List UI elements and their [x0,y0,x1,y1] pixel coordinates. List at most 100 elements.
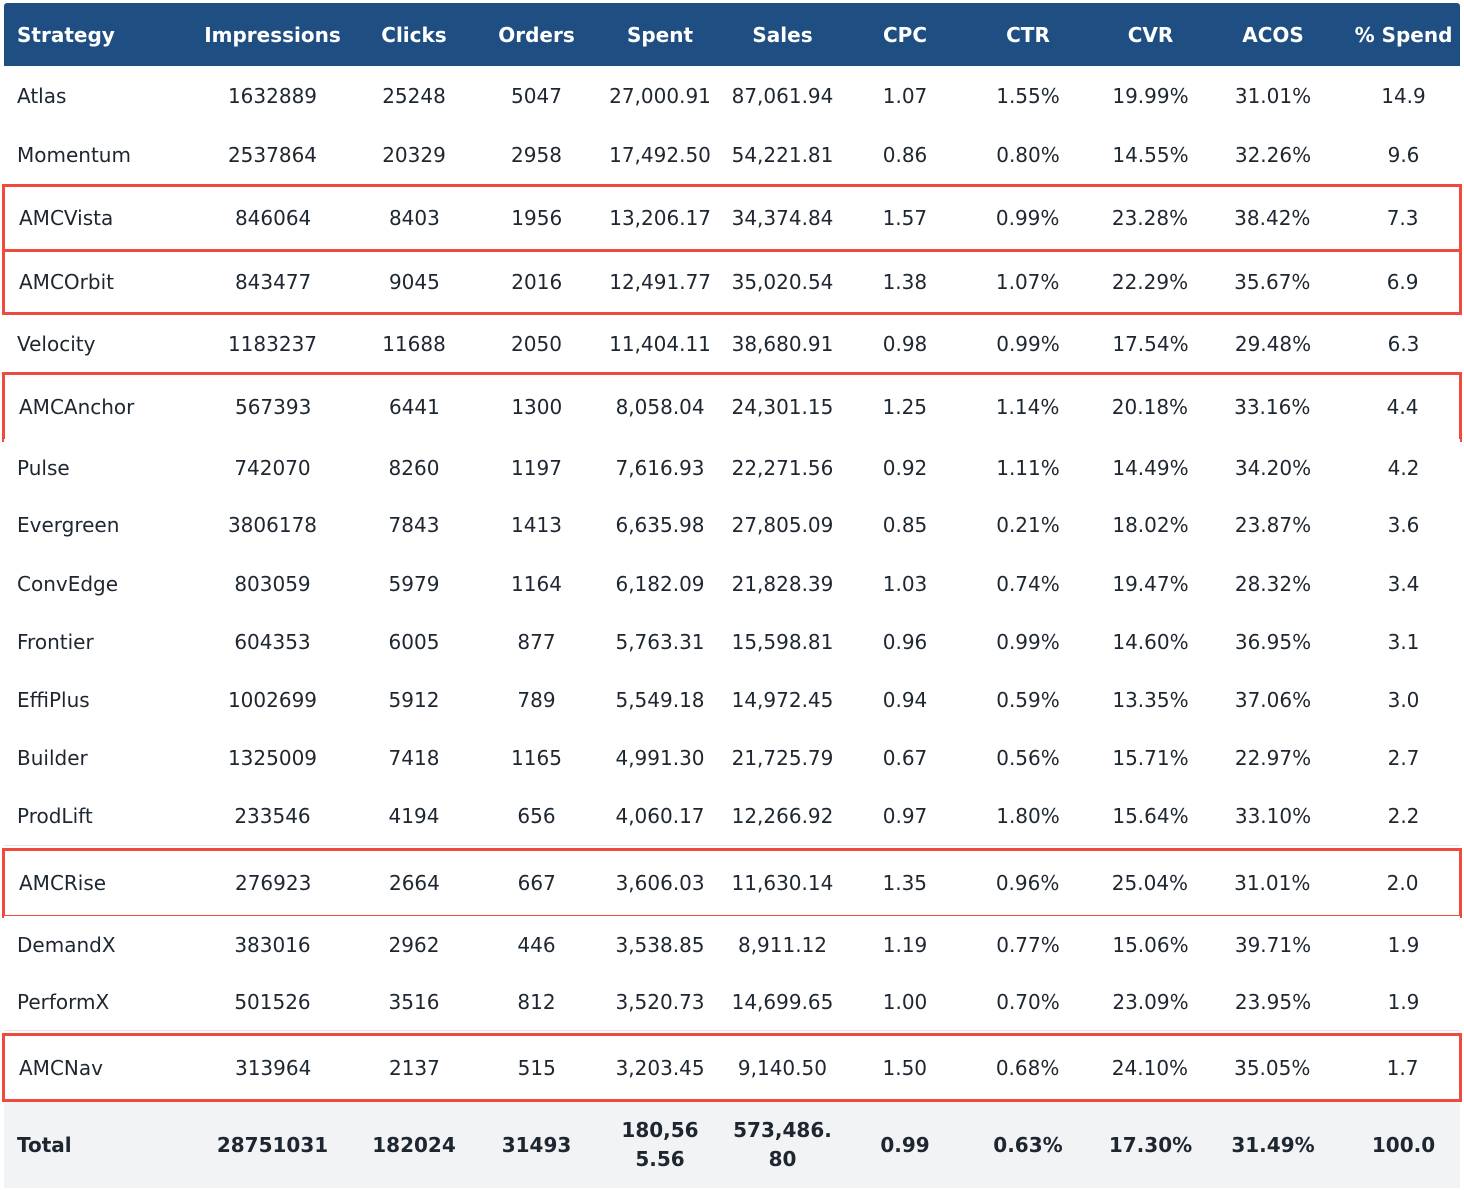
cell-ctr: 1.14% [995,395,1060,419]
cell-spend-percent: 1.9 [1387,989,1420,1014]
cell-ctr: 0.56% [996,746,1060,770]
cell-cvr: 14.49% [1112,455,1189,480]
table-row-highlighted[interactable]: AMCAnchor 567393 6441 1300 8,058.04 24,301.15… [2,372,1462,442]
cell-strategy: AMCOrbit [19,270,114,294]
cell-sales: 35,020.54 [731,270,834,294]
cell-spend-percent: 1.9 [1387,932,1420,957]
strategy-table: Strategy Impressions Clicks Orders Spent… [2,3,1462,1188]
cell-strategy: Momentum [17,142,131,167]
table-row[interactable]: EffiPlus 1002699 5912 789 5,549.18 14,972.45 0… [4,671,1460,730]
cell-strategy: Pulse [17,455,70,480]
cell-spend-percent: 3.0 [1387,688,1420,712]
cell-acos: 33.10% [1234,804,1312,828]
cell-cpc: 1.03 [882,571,928,596]
cell-acos: 38.42% [1234,206,1311,230]
table-row[interactable]: Pulse 742070 8260 1197 7,616.93 22,271.56 0.92… [4,439,1460,497]
table-row[interactable]: PerformX 501526 3516 812 3,520.73 14,699.65 1.… [4,973,1460,1031]
table-row[interactable]: Momentum 2537864 20329 2958 17,492.50 54,221.… [4,125,1460,185]
header-impressions[interactable]: Impressions [204,22,341,47]
cell-strategy: AMCAnchor [19,395,135,419]
cell-cpc: 1.35 [882,871,928,895]
table-row[interactable]: ConvEdge 803059 5979 1164 6,182.09 21,828.39 1… [4,554,1460,614]
cell-clicks: 7418 [388,746,440,770]
cell-orders: 446 [517,932,556,957]
header-cpc[interactable]: CPC [882,22,927,47]
cell-spent: 7,616.93 [615,455,705,480]
table-row[interactable]: Builder 1325009 7418 1165 4,991.30 21,725.79 0… [4,729,1460,788]
cell-cvr: 24.10% [1111,1055,1189,1080]
cell-spend-percent: 2.0 [1386,871,1419,895]
cell-spend-percent: 2.7 [1387,746,1420,770]
header-acos[interactable]: ACOS [1242,22,1304,47]
cell-spent: 4,991.30 [615,746,705,770]
cell-acos: 36.95% [1234,630,1312,654]
cell-impressions: 276923 [234,871,312,895]
total-acos: 31.49% [1231,1132,1315,1157]
cell-ctr: 1.07% [995,270,1060,294]
cell-acos: 35.67% [1234,270,1311,294]
total-strategy: Total [17,1132,72,1157]
cell-ctr: 0.70% [996,989,1060,1014]
table-row[interactable]: ProdLift 233546 4194 656 4,060.17 12,266.92 0.… [4,787,1460,846]
cell-spent: 11,404.11 [609,331,711,356]
table-row-highlighted[interactable]: AMCOrbit 843477 9045 2016 12,491.77 35,020.54… [2,249,1462,315]
cell-spend-percent: 4.4 [1386,395,1419,419]
cell-strategy: EffiPlus [17,688,90,712]
cell-sales: 54,221.81 [731,142,834,167]
table-row-highlighted[interactable]: AMCNav 313964 2137 515 3,203.45 9,140.50 1.50 0… [2,1033,1462,1102]
table-row[interactable]: Evergreen 3806178 7843 1413 6,635.98 27,805.0… [4,496,1460,555]
cell-spend-percent: 3.4 [1387,571,1420,596]
table-row[interactable]: DemandX 383016 2962 446 3,538.85 8,911.12 1.19… [4,916,1460,974]
cell-clicks: 20329 [382,142,446,167]
cell-orders: 877 [517,630,556,654]
cell-strategy: Builder [17,746,88,770]
cell-cvr: 20.18% [1111,395,1189,419]
cell-sales: 12,266.92 [731,804,834,828]
header-spend-percent[interactable]: % Spend [1354,22,1453,47]
cell-orders: 667 [517,871,556,895]
cell-sales: 14,699.65 [731,989,834,1014]
header-sales[interactable]: Sales [752,22,813,47]
total-cpc: 0.99 [880,1132,930,1157]
table-row[interactable]: Velocity 1183237 11688 2050 11,404.11 38,680.… [4,315,1460,373]
cell-acos: 22.97% [1234,746,1312,770]
total-sales-value: 573,486.80 [733,1118,832,1171]
header-strategy[interactable]: Strategy [17,22,115,47]
table-row-highlighted[interactable]: AMCRise 276923 2664 667 3,606.03 11,630.14 1.3… [2,848,1462,918]
cell-strategy: Evergreen [17,513,120,537]
cell-ctr: 0.99% [996,630,1060,654]
cell-spent: 8,058.04 [615,395,705,419]
cell-acos: 37.06% [1234,688,1312,712]
cell-strategy: AMCNav [19,1055,103,1080]
cell-cpc: 0.98 [882,331,928,356]
header-clicks[interactable]: Clicks [381,22,447,47]
cell-spend-percent: 6.3 [1387,331,1420,356]
cell-spent: 6,182.09 [615,571,705,596]
total-ctr: 0.63% [993,1132,1063,1157]
cell-orders: 2958 [511,142,562,167]
cell-acos: 34.20% [1234,455,1312,480]
cell-orders: 515 [517,1055,556,1080]
header-ctr[interactable]: CTR [1006,22,1050,47]
cell-clicks: 25248 [382,83,446,108]
cell-spent: 12,491.77 [609,270,712,294]
cell-ctr: 0.21% [996,513,1060,537]
cell-strategy: Velocity [17,331,96,356]
table-total-row: Total 28751031 182024 31493 180,565.56 573,48… [4,1102,1460,1188]
cell-impressions: 742070 [234,455,311,480]
table-row-highlighted[interactable]: AMCVista 846064 8403 1956 13,206.17 34,374.84… [2,184,1462,252]
cell-acos: 35.05% [1234,1055,1311,1080]
header-spent[interactable]: Spent [626,22,694,47]
cell-acos: 23.87% [1234,513,1312,537]
table-row[interactable]: Frontier 604353 6005 877 5,763.31 15,598.81 0.… [4,613,1460,672]
cell-cvr: 23.28% [1111,206,1189,230]
cell-clicks: 5979 [388,571,440,596]
cell-cpc: 0.67 [882,746,928,770]
cell-cvr: 19.47% [1112,571,1189,596]
table-row[interactable]: Atlas 1632889 25248 5047 27,000.91 87,061.94 1… [4,66,1460,126]
cell-spent: 4,060.17 [615,804,705,828]
cell-spent: 3,538.85 [615,932,705,957]
header-cvr[interactable]: CVR [1127,22,1174,47]
header-orders[interactable]: Orders [498,22,575,47]
cell-cpc: 0.92 [882,455,928,480]
